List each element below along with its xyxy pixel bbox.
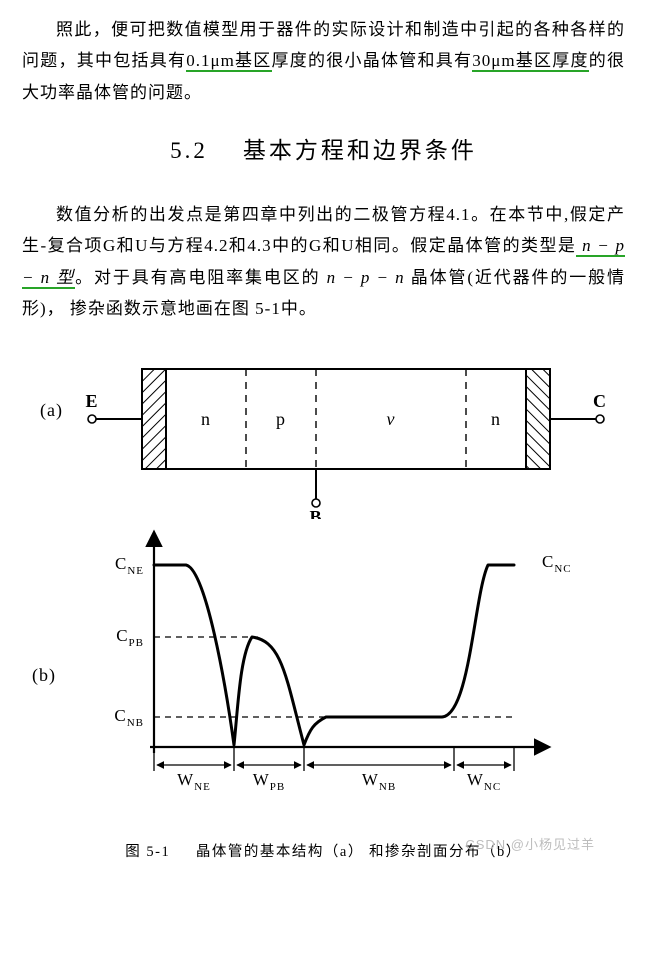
section-name: 基本方程和边界条件 <box>243 138 477 163</box>
text: 。对于具有高电阻率集电区的 <box>75 268 327 287</box>
svg-text:p: p <box>276 409 286 429</box>
svg-text:E: E <box>85 391 98 411</box>
fig-b-svg: WNE WPB WNB WNC CNE CPB CNB CNC <box>82 529 642 829</box>
fig-a-wrap: (a) n p ν n E C B <box>22 339 625 519</box>
section-title: 5.2 基本方程和边界条件 <box>22 130 625 173</box>
figure-caption: 图 5‑1 晶体管的基本结构（a） 和掺杂剖面分布（b） CSDN @小杨见过羊 <box>22 839 625 866</box>
svg-text:WNC: WNC <box>467 770 501 793</box>
svg-text:CNC: CNC <box>542 552 572 575</box>
text: 数值分析的出发点是第四章中列出的二极管方程4.1。在本节中,假定产生-复合项G和… <box>22 205 625 255</box>
fig-a-label: (a) <box>40 394 63 427</box>
caption-prefix: 图 5‑1 <box>125 844 170 860</box>
svg-text:WNB: WNB <box>362 770 396 793</box>
text: 厚度的很小晶体管和具有 <box>272 51 473 70</box>
underline-0p1um: 0.1μm基区 <box>186 51 271 72</box>
svg-text:CNE: CNE <box>115 554 144 577</box>
para-body: 数值分析的出发点是第四章中列出的二极管方程4.1。在本节中,假定产生-复合项G和… <box>22 199 625 325</box>
fig-a-svg: n p ν n E C B <box>82 339 642 519</box>
para-top: 照此，便可把数值模型用于器件的实际设计和制造中引起的各种各样的问题，其中包括具有… <box>22 14 625 108</box>
fig-b-label: (b) <box>32 659 56 692</box>
underline-30um: 30μm基区厚度 <box>472 51 589 72</box>
svg-text:CNB: CNB <box>114 706 144 729</box>
svg-text:n: n <box>491 409 501 429</box>
svg-text:C: C <box>593 391 607 411</box>
svg-text:CPB: CPB <box>116 626 144 649</box>
svg-text:n: n <box>201 409 211 429</box>
fig-b-wrap: (b) WNE WPB WNB WNC CNE CPB CNB CNC <box>22 529 625 829</box>
italic-npn: n − p − n <box>327 268 405 287</box>
watermark: CSDN @小杨见过羊 <box>465 833 595 857</box>
svg-text:WPB: WPB <box>253 770 286 793</box>
svg-text:WNE: WNE <box>177 770 211 793</box>
section-number: 5.2 <box>170 138 208 163</box>
svg-text:B: B <box>309 507 322 519</box>
svg-text:ν: ν <box>387 409 396 429</box>
figure-5-1: (a) n p ν n E C B (b) WNE WPB WNB WNC CNE CPB CNB CNC… <box>22 339 625 866</box>
